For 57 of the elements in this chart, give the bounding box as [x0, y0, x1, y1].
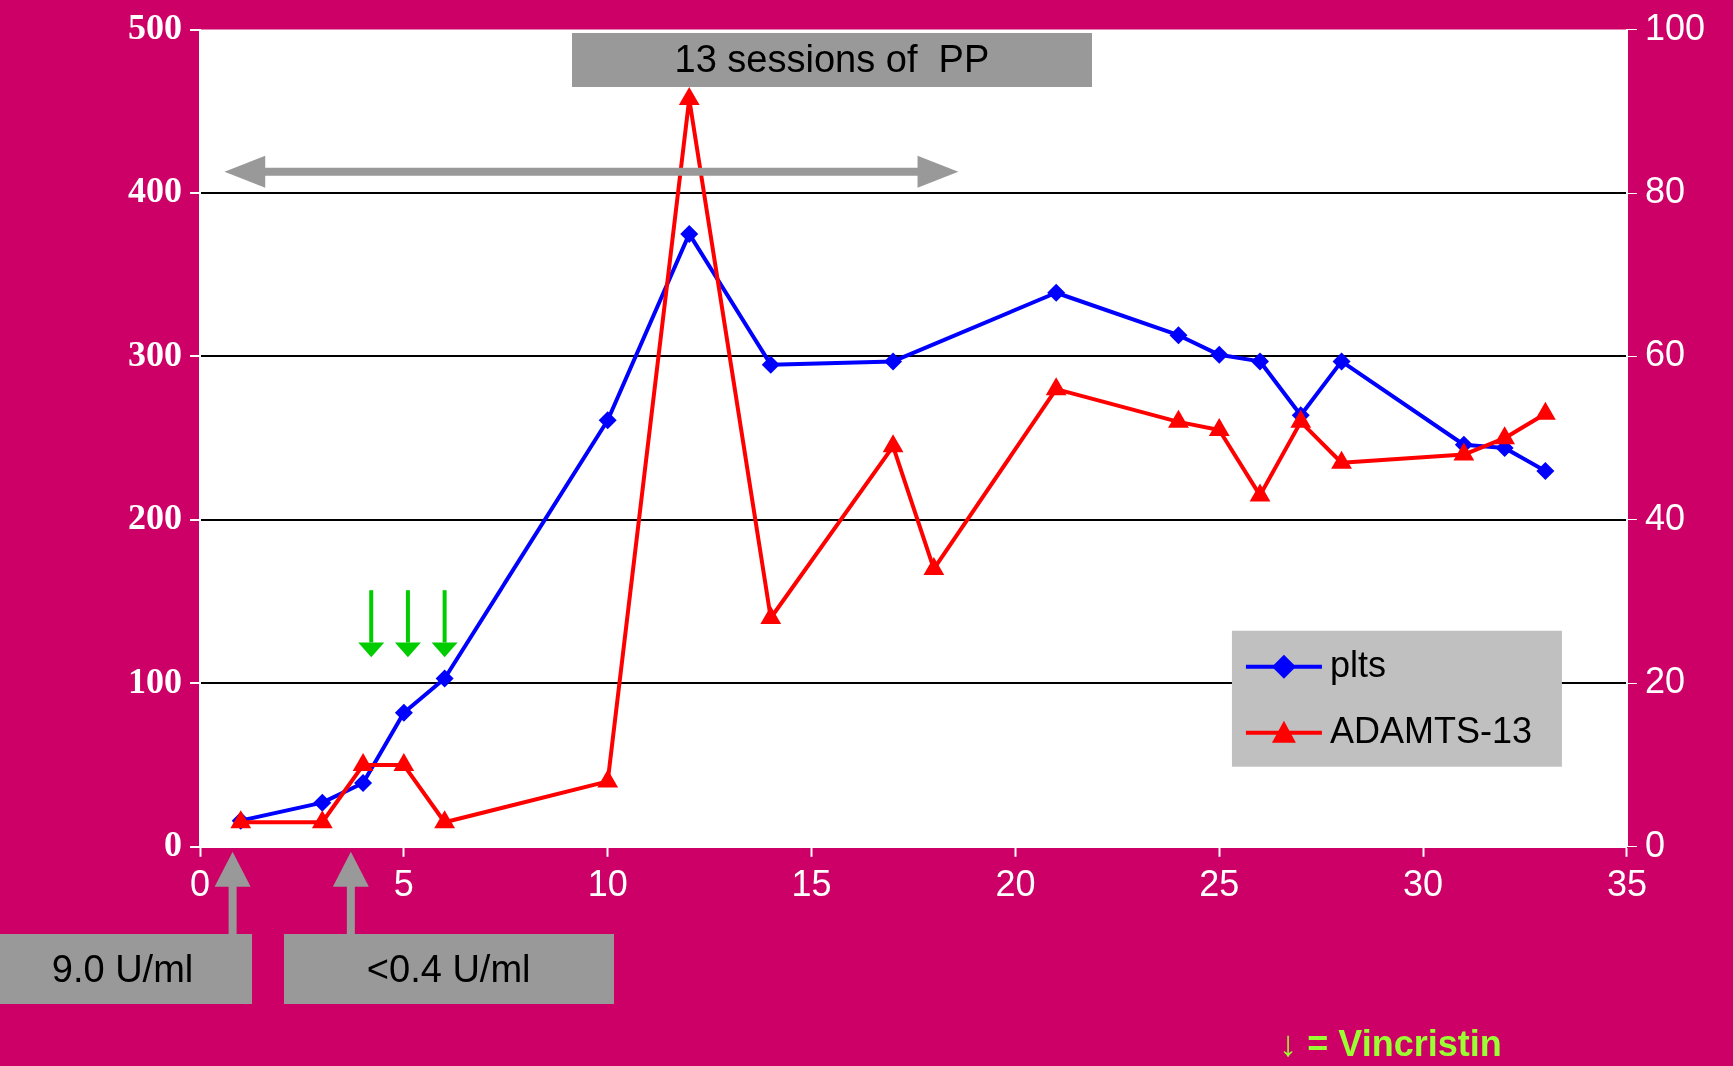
point — [313, 793, 332, 812]
point — [434, 810, 456, 829]
point — [1047, 283, 1066, 302]
y-tick-label: 500 — [128, 6, 182, 47]
x-tick-label: 35 — [1606, 863, 1647, 905]
point — [760, 605, 782, 624]
legend-label: ADAMTS-13 — [1329, 709, 1532, 751]
point — [1453, 442, 1475, 461]
text: ↓ = Vincristin — [1278, 1022, 1503, 1066]
y-tick-label: 300 — [128, 333, 182, 374]
point — [882, 434, 904, 453]
x-tick-label: 30 — [1403, 863, 1444, 905]
point — [1045, 377, 1067, 396]
point — [923, 556, 945, 575]
point — [1494, 426, 1516, 445]
y2-tick-label: 60 — [1644, 333, 1685, 375]
point — [1169, 326, 1188, 345]
point — [393, 753, 415, 772]
x-tick-label: 10 — [587, 863, 628, 905]
x-tick-label: 0 — [189, 863, 211, 905]
point — [680, 224, 699, 243]
x-tick-label: 15 — [791, 863, 832, 905]
y2-tick-label: 20 — [1644, 660, 1685, 702]
y-tick-label: 400 — [128, 170, 182, 211]
point — [1210, 345, 1229, 364]
y2-tick-label: 40 — [1644, 496, 1685, 538]
point — [435, 669, 454, 688]
point — [1249, 483, 1271, 502]
x-tick-label: 20 — [995, 863, 1036, 905]
y-tick-label: 200 — [128, 497, 182, 538]
point — [352, 753, 374, 772]
text-box: 9.0 U/ml — [0, 934, 252, 1004]
point — [1535, 401, 1556, 420]
x-tick-label: 25 — [1199, 863, 1240, 905]
point — [1251, 352, 1270, 371]
point — [678, 87, 700, 106]
point — [597, 769, 619, 788]
y2-tick-label: 0 — [1644, 823, 1665, 865]
point — [884, 352, 903, 371]
text-box: 13 sessions of PP — [571, 32, 1092, 87]
point — [1331, 450, 1352, 469]
legend-label: plts — [1329, 643, 1386, 685]
point — [1332, 352, 1351, 371]
point — [1208, 418, 1230, 437]
y-tick-label: 100 — [128, 660, 182, 701]
text-box: <0.4 U/ml — [283, 934, 614, 1004]
y-tick-label: 0 — [164, 824, 182, 865]
point — [598, 411, 617, 430]
point — [311, 810, 333, 829]
point — [1536, 461, 1555, 480]
y2-tick-label: 100 — [1644, 6, 1706, 48]
point — [354, 774, 373, 793]
point — [394, 703, 413, 722]
point — [761, 355, 780, 374]
y2-tick-label: 80 — [1644, 169, 1685, 211]
x-tick-label: 5 — [393, 863, 414, 905]
point — [1168, 409, 1189, 428]
